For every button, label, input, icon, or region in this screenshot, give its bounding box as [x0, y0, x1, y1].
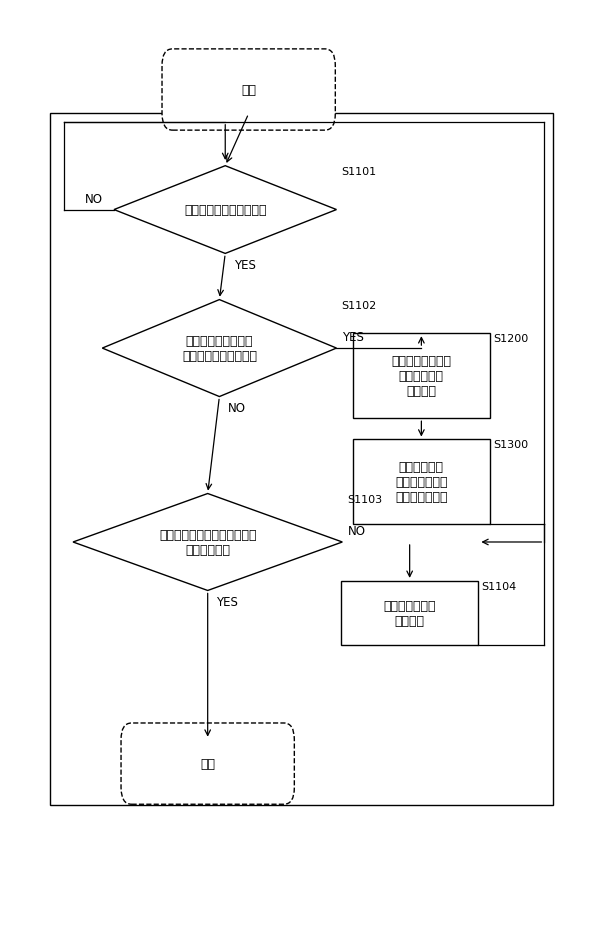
Text: イベントが発生したか？: イベントが発生したか？ — [184, 204, 267, 217]
Text: NO: NO — [228, 402, 246, 415]
Text: 給紙段を選択する
ための画面を
表示する: 給紙段を選択する ための画面を 表示する — [391, 354, 452, 398]
Bar — [341, 581, 479, 646]
Text: S1300: S1300 — [493, 440, 528, 450]
Text: S1102: S1102 — [341, 301, 376, 310]
Text: その他の処理を
実行する: その他の処理を 実行する — [384, 599, 436, 627]
FancyBboxPatch shape — [121, 723, 294, 805]
Text: YES: YES — [234, 259, 256, 272]
Polygon shape — [73, 494, 342, 591]
Text: YES: YES — [216, 596, 238, 609]
Text: NO: NO — [85, 193, 102, 206]
Text: キャンセルボタンを押下する
イベントか？: キャンセルボタンを押下する イベントか？ — [159, 528, 256, 557]
Text: S1200: S1200 — [493, 334, 528, 344]
Text: S1103: S1103 — [347, 494, 382, 504]
Text: 給紙段の属性
情報を設定する
処理を実行する: 給紙段の属性 情報を設定する 処理を実行する — [395, 461, 447, 504]
Text: S1104: S1104 — [482, 581, 517, 591]
Bar — [353, 440, 490, 525]
Polygon shape — [114, 166, 336, 254]
Bar — [353, 334, 490, 419]
Text: 終了: 終了 — [200, 757, 215, 770]
Text: 開始: 開始 — [241, 84, 256, 97]
Text: NO: NO — [348, 525, 366, 538]
FancyBboxPatch shape — [162, 50, 335, 131]
Text: YES: YES — [342, 331, 364, 344]
Text: 給紙段選択ボタンを
押下するイベントか？: 給紙段選択ボタンを 押下するイベントか？ — [182, 335, 257, 363]
Polygon shape — [102, 301, 336, 397]
Bar — [50, 113, 553, 806]
Text: S1101: S1101 — [341, 166, 376, 176]
